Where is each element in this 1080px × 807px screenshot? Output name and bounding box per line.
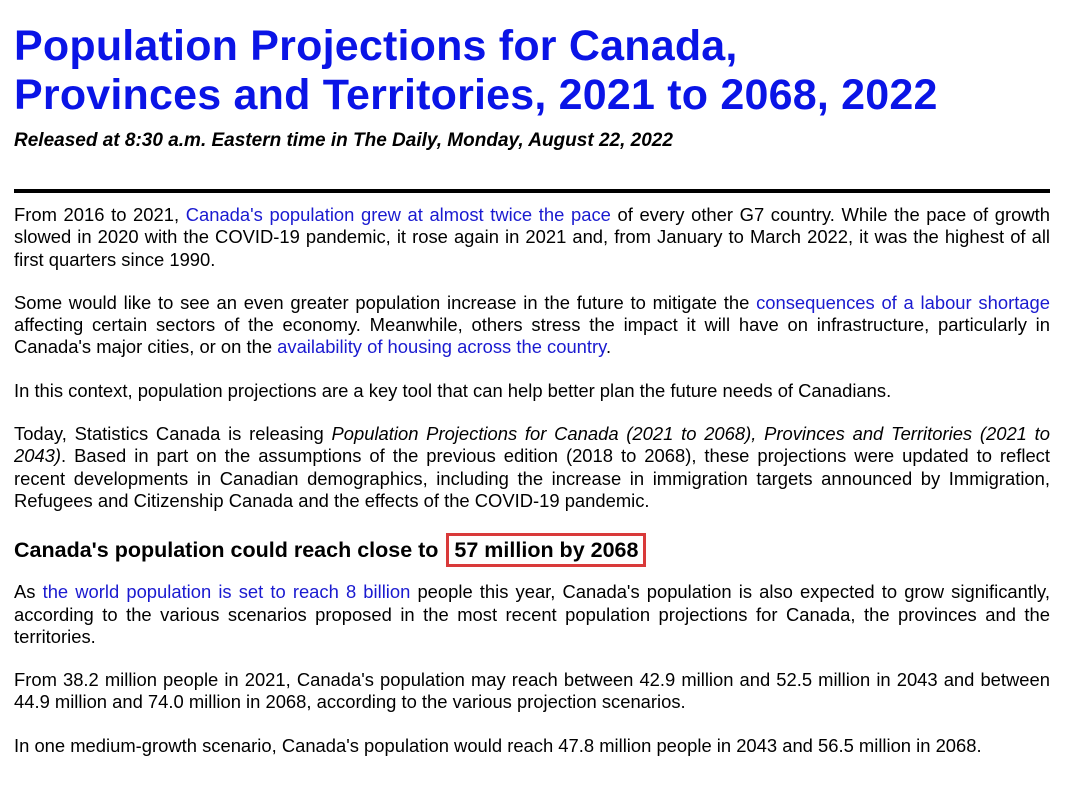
release-info: Released at 8:30 a.m. Eastern time in Th… bbox=[14, 130, 673, 151]
section-heading-text: Canada's population could reach close to bbox=[14, 538, 439, 563]
paragraph-text: Today, Statistics Canada is releasing bbox=[14, 423, 332, 445]
paragraph-release: Today, Statistics Canada is releasing Po… bbox=[14, 423, 1050, 512]
page-title: Population Projections for Canada, Provi… bbox=[14, 22, 1050, 120]
paragraph-scenarios: From 38.2 million people in 2021, Canada… bbox=[14, 669, 1050, 713]
paragraph-text: As bbox=[14, 581, 43, 603]
page-title-line1: Population Projections for Canada, bbox=[14, 22, 738, 70]
paragraph-growth: From 2016 to 2021, Canada's population g… bbox=[14, 204, 1050, 271]
paragraph-text: of every other G7 country. While the pac… bbox=[14, 204, 1050, 270]
link-world-population[interactable]: the world population is set to reach 8 b… bbox=[42, 581, 411, 603]
link-labour-shortage[interactable]: consequences of a labour shortage bbox=[756, 291, 1050, 313]
paragraph-medium-scenario: In one medium-growth scenario, Canada's … bbox=[14, 734, 982, 756]
link-population-growth[interactable]: Canada's population grew at almost twice… bbox=[185, 204, 611, 225]
highlighted-projection: 57 million by 2068 bbox=[446, 533, 647, 568]
paragraph-text: . Based in part on the assumptions of th… bbox=[14, 445, 1050, 511]
page-title-line2: Provinces and Territories, 2021 to 2068,… bbox=[14, 71, 938, 119]
paragraph-context: In this context, population projections … bbox=[14, 379, 892, 401]
paragraph-world-population: As the world population is set to reach … bbox=[14, 581, 1050, 648]
paragraph-text: From 2016 to 2021, bbox=[14, 204, 186, 225]
link-housing-availability[interactable]: availability of housing across the count… bbox=[277, 336, 606, 358]
paragraph-text: Some would like to see an even greater p… bbox=[14, 291, 757, 313]
paragraph-text: . bbox=[605, 336, 612, 358]
divider bbox=[14, 189, 1050, 193]
paragraph-text: people this year, Canada's population is… bbox=[14, 581, 1050, 647]
paragraph-labour: Some would like to see an even greater p… bbox=[14, 292, 1050, 359]
publication-title: Population Projections for Canada (2021 … bbox=[14, 423, 1050, 467]
article: Population Projections for Canada, Provi… bbox=[14, 22, 1050, 756]
section-heading: Canada's population could reach close to… bbox=[14, 533, 1050, 568]
paragraph-text: affecting certain sectors of the economy… bbox=[14, 314, 1050, 358]
